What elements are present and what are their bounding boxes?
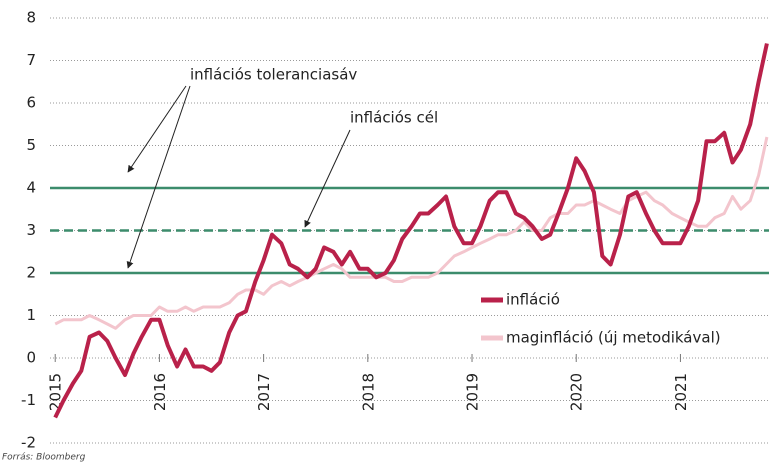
y-tick-label: 7 — [26, 51, 36, 69]
y-tick-label: 4 — [26, 179, 36, 197]
arrow — [126, 85, 191, 269]
series-line — [54, 136, 769, 330]
arrow — [304, 129, 351, 228]
y-tick-label: -2 — [21, 434, 36, 452]
y-tick-label: 8 — [26, 9, 36, 27]
legend-label: maginfláció (új metodikával) — [506, 329, 721, 347]
annotations: inflációs toleranciasáv inflációs cél — [126, 66, 438, 269]
series-lines — [53, 43, 769, 419]
annotation: inflációs cél — [350, 109, 438, 127]
x-tick-label: 2019 — [464, 373, 482, 411]
y-tick-label: 0 — [26, 349, 36, 367]
grid: -2 -1 0 1 2 3 4 5 6 7 8 2015 2016 2017 2018 2019 2020 202… — [21, 9, 769, 452]
annotation: inflációs toleranciasáv — [190, 66, 357, 84]
legend-label: infláció — [506, 291, 560, 309]
y-tick-label: 1 — [26, 306, 36, 324]
x-tick-label: 2016 — [151, 373, 169, 411]
arrow — [127, 85, 187, 173]
y-tick-label: -1 — [21, 391, 36, 409]
x-tick-label: 2020 — [568, 373, 586, 411]
reference-lines — [50, 186, 769, 275]
y-tick-label: 2 — [26, 264, 36, 282]
source: Forrás: Bloomberg — [2, 453, 86, 463]
x-tick-label: 2018 — [359, 373, 377, 411]
x-tick-label: 2015 — [47, 373, 65, 411]
y-tick-label: 6 — [26, 94, 36, 112]
x-tick-label: 2021 — [672, 373, 690, 411]
y-tick-label: 5 — [26, 136, 36, 154]
x-tick-label: 2017 — [255, 373, 273, 411]
y-tick-label: 3 — [26, 221, 36, 239]
series-line — [53, 43, 769, 419]
